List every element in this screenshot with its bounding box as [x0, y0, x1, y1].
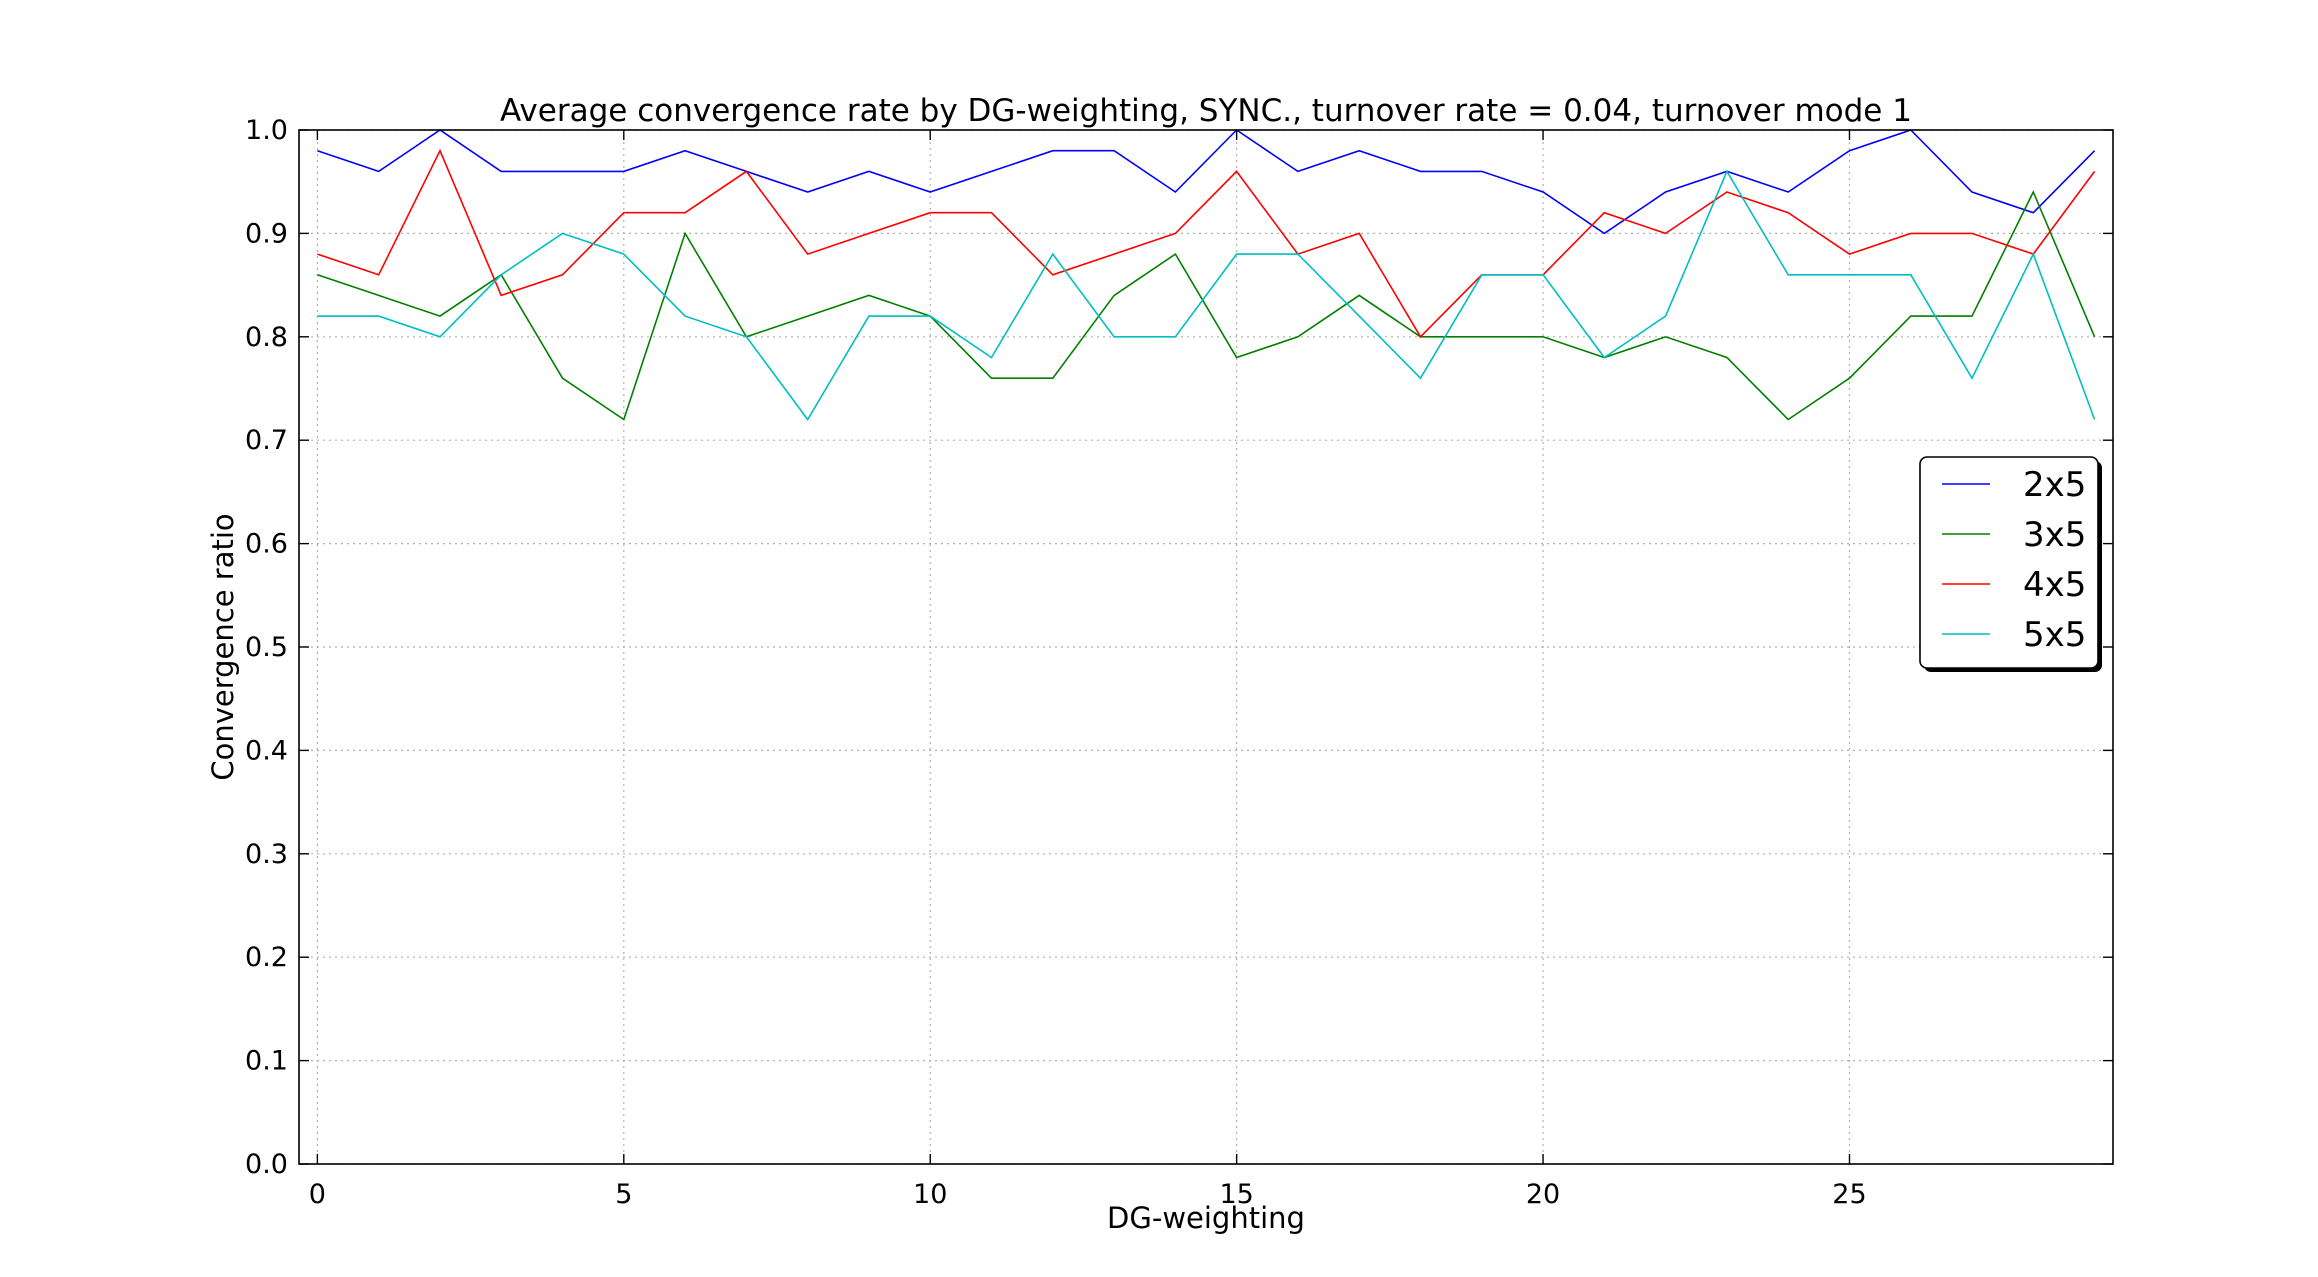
y-tick-label: 0.2	[245, 942, 288, 973]
legend-label-5x5: 5x5	[2023, 615, 2086, 655]
x-tick-label: 20	[1526, 1179, 1560, 1210]
y-tick-label: 0.4	[245, 735, 288, 766]
y-tick-label: 0.9	[245, 218, 288, 249]
y-tick-label: 0.3	[245, 839, 288, 870]
series-line-5x5	[317, 169, 2096, 421]
y-axis-label: Convergence ratio	[206, 513, 240, 780]
x-axis-label: DG-weighting	[1107, 1201, 1305, 1235]
legend-label-4x5: 4x5	[2023, 565, 2086, 605]
legend-label-3x5: 3x5	[2023, 515, 2086, 555]
x-tick-label: 5	[615, 1179, 632, 1210]
series-line-3x5	[317, 190, 2096, 421]
series-line-2x5	[317, 128, 2096, 235]
y-tick-label: 0.6	[245, 529, 288, 560]
axis-ticks: 0 5 10 15 20 25 0.0 0.1 0.2 0.3 0.4 0.5 0.6 0.7 0.8 0.9…	[245, 115, 2113, 1210]
y-tick-label: 0.5	[245, 632, 288, 663]
legend-label-2x5: 2x5	[2023, 465, 2086, 505]
series-line-4x5	[317, 148, 2096, 339]
y-tick-label: 0.0	[245, 1149, 288, 1180]
y-tick-label: 0.8	[245, 322, 288, 353]
x-tick-label: 0	[309, 1179, 326, 1210]
legend-box	[1919, 456, 2099, 669]
x-tick-label: 15	[1219, 1179, 1253, 1210]
x-tick-label: 10	[913, 1179, 947, 1210]
plot-lines	[317, 128, 2096, 421]
y-tick-label: 0.7	[245, 425, 288, 456]
chart-title: Average convergence rate by DG-weighting…	[500, 93, 1912, 129]
y-tick-label: 0.1	[245, 1046, 288, 1077]
x-tick-label: 25	[1832, 1179, 1866, 1210]
legend: 2x5 3x5 4x5 5x5	[1919, 456, 2102, 672]
y-tick-label: 1.0	[245, 115, 288, 146]
